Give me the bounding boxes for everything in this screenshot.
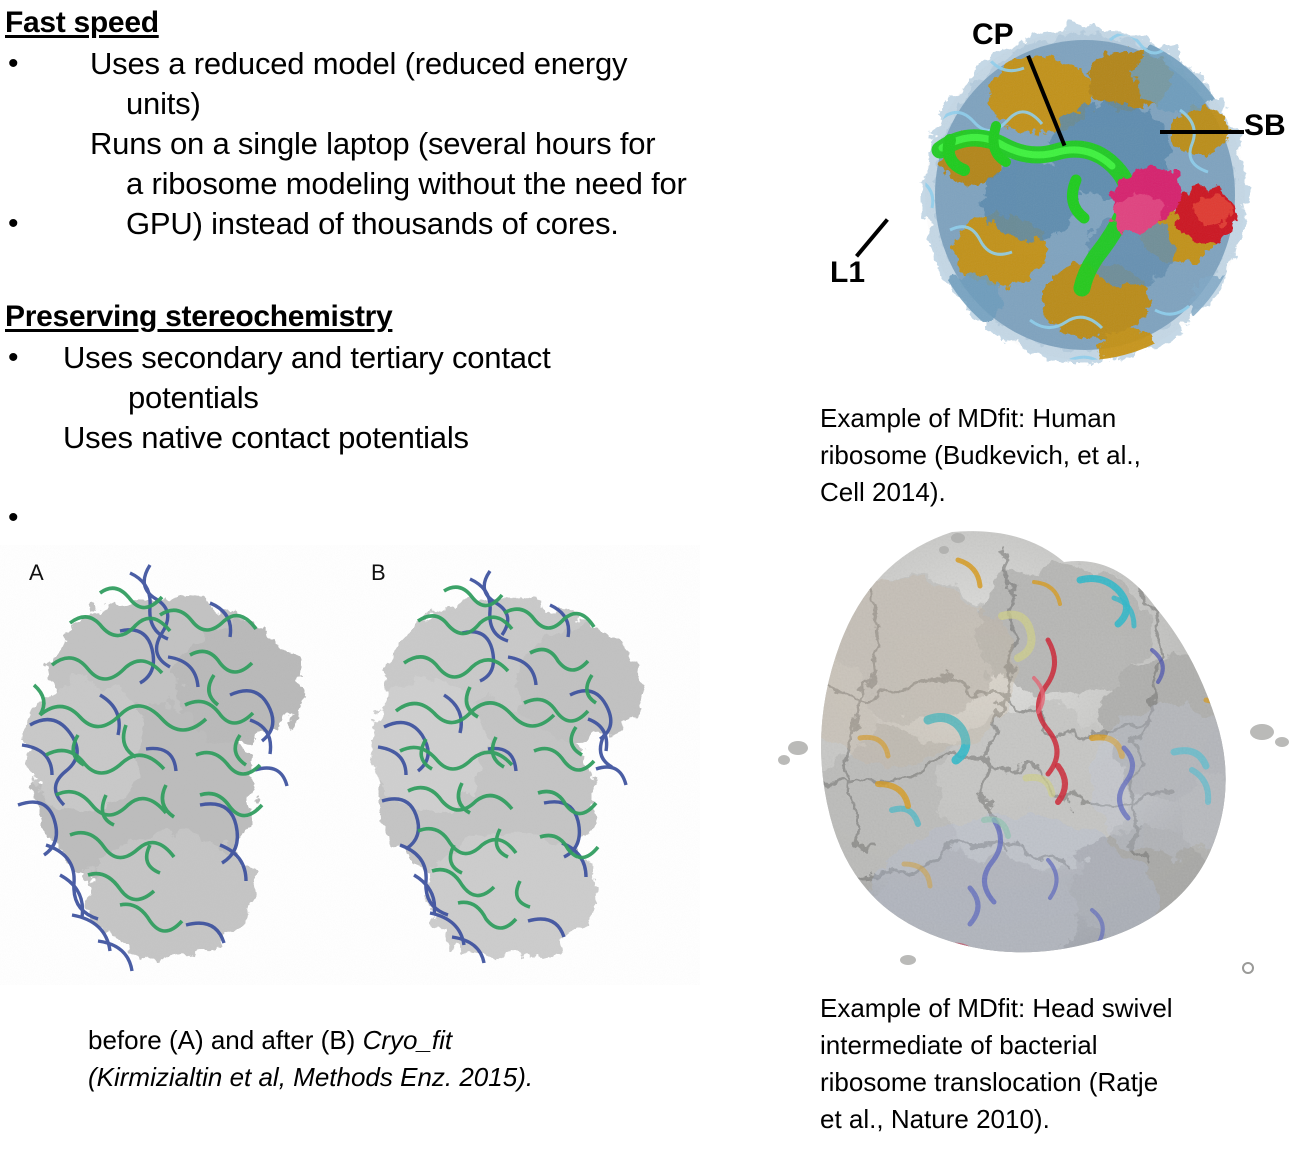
caption-bacterial-ribosome: Example of MDfit: Head swivel intermedia… — [820, 990, 1290, 1138]
list-item-line: Runs on a single laptop (several hours f… — [90, 126, 656, 161]
density-speck-ring — [1242, 962, 1254, 974]
bullet-icon: • — [8, 501, 19, 534]
panel-b-content — [340, 545, 700, 985]
list-item-line: Uses native contact potentials — [63, 420, 469, 455]
texture-grain — [925, 30, 1245, 360]
caption-text-italic: Cryo_fit — [362, 1025, 453, 1055]
caption-human-ribosome: Example of MDfit: Human ribosome (Budkev… — [820, 400, 1220, 511]
ribosome-surface-body — [821, 531, 1226, 953]
bullet-icon: • — [8, 341, 19, 374]
list-item-line: GPU) instead of thousands of cores. — [126, 206, 619, 241]
list-item-line: a ribosome modeling without the need for — [126, 166, 687, 201]
list-item: • Uses secondary and tertiary contact po… — [8, 338, 708, 418]
bullet-list-preserving-stereochemistry: • Uses secondary and tertiary contact po… — [8, 338, 708, 534]
list-item: • Uses native contact potentials — [8, 418, 708, 534]
list-item: • Uses a reduced model (reduced energy u… — [8, 44, 768, 124]
caption-line: Example of MDfit: Human — [820, 403, 1117, 433]
label-cp: CP — [972, 18, 1014, 51]
bacterial-ribosome-surface-svg — [778, 531, 1289, 974]
list-item-line: Uses a reduced model (reduced energy — [90, 46, 628, 81]
caption-cryo-fit: before (A) and after (B) Cryo_fit (Kirmi… — [88, 1022, 688, 1096]
list-item: • Runs on a single laptop (several hours… — [8, 124, 768, 244]
caption-line: et al., Nature 2010). — [820, 1104, 1050, 1134]
label-l1: L1 — [830, 256, 866, 289]
caption-line: Example of MDfit: Head swivel — [820, 993, 1173, 1023]
figure-human-ribosome — [880, 0, 1298, 390]
list-item-line: units) — [126, 86, 201, 121]
list-item-line: potentials — [128, 380, 259, 415]
figure-cryo-fit-before-after — [0, 545, 700, 985]
panel-a-content — [0, 545, 340, 985]
list-item-line: Uses secondary and tertiary contact — [63, 340, 551, 375]
bullet-list-fast-speed: • Uses a reduced model (reduced energy u… — [8, 44, 768, 244]
caption-line: ribosome translocation (Ratje — [820, 1067, 1159, 1097]
panel-label-a: A — [29, 560, 44, 585]
human-ribosome-density-svg — [923, 27, 1247, 363]
caption-line: ribosome (Budkevich, et al., — [820, 440, 1141, 470]
bullet-icon: • — [8, 47, 19, 80]
figure-bacterial-ribosome — [762, 520, 1298, 980]
label-sb: SB — [1244, 109, 1286, 142]
caption-text-plain: before (A) and after (B) — [88, 1025, 363, 1055]
panel-label-b: B — [371, 560, 386, 585]
leader-line-sb — [1160, 130, 1244, 134]
density-specks — [778, 533, 1289, 965]
caption-line: before (A) and after (B) Cryo_fit — [88, 1022, 688, 1059]
ribosome-core — [925, 30, 1245, 360]
caption-line: Cell 2014). — [820, 477, 946, 507]
texture-grain-b — [340, 545, 700, 985]
bullet-icon: • — [8, 207, 19, 240]
page-title-fast-speed: Fast speed — [5, 6, 159, 39]
texture-grain-c — [821, 531, 1226, 953]
caption-line: (Kirmizialtin et al, Methods Enz. 2015). — [88, 1062, 534, 1092]
cryo-fit-panels-svg — [0, 545, 700, 985]
page-title-preserving-stereochemistry: Preserving stereochemistry — [5, 300, 393, 333]
texture-grain-a — [0, 545, 340, 985]
caption-line: intermediate of bacterial — [820, 1030, 1098, 1060]
